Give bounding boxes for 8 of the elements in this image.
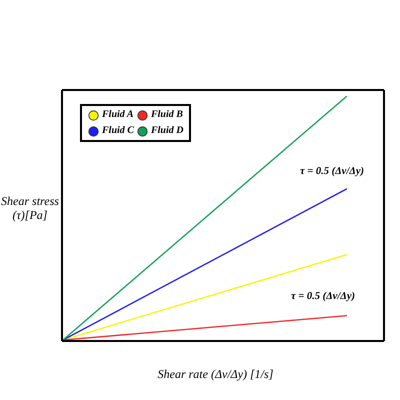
- y-axis-title: Shear stress (τ)[Pa]: [0, 194, 60, 222]
- legend-label: Fluid A: [102, 109, 134, 121]
- legend-label: Fluid D: [150, 125, 184, 137]
- legend-label: Fluid B: [150, 109, 183, 121]
- annotation: τ = 0.5 (Δv/Δy): [290, 291, 355, 303]
- x-axis-title: Shear rate (Δv/Δy) [1/s]: [156, 367, 274, 381]
- legend-label: Fluid C: [102, 125, 134, 137]
- annotation: τ = 0.5 (Δv/Δy): [300, 166, 364, 178]
